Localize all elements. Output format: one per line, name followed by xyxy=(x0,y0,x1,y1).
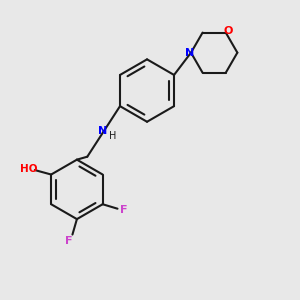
Text: N: N xyxy=(185,48,194,58)
Text: N: N xyxy=(98,126,107,136)
Text: F: F xyxy=(65,236,73,246)
Text: HO: HO xyxy=(20,164,37,174)
Text: F: F xyxy=(120,205,128,215)
Text: O: O xyxy=(224,26,233,36)
Text: H: H xyxy=(110,131,117,141)
